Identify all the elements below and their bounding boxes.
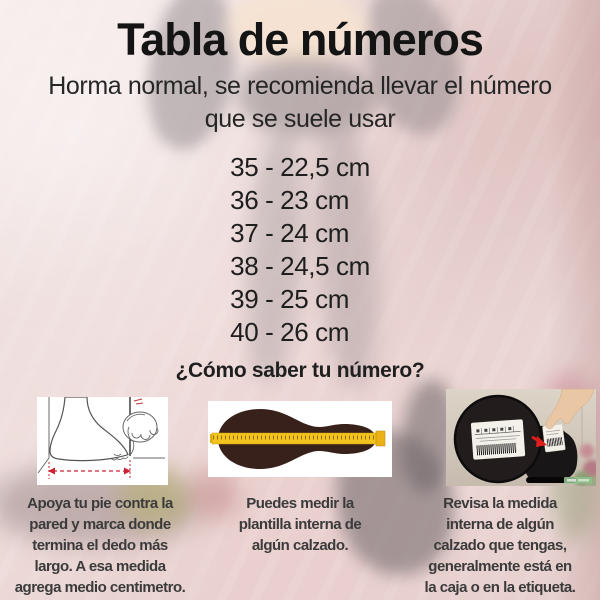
- caption-line: Apoya tu pie contra la: [27, 495, 173, 512]
- caption-line: algún calzado.: [251, 537, 349, 554]
- caption-line: plantilla interna de: [238, 516, 362, 533]
- size-row-36: 36 - 23 cm: [230, 185, 349, 215]
- tip-measure-insole: Puedes medir la plantilla interna de alg…: [200, 388, 400, 598]
- shoe-size-tag: [542, 423, 566, 453]
- tips-row: Apoya tu pie contra la pared y marca don…: [0, 388, 600, 598]
- background-blob-flower-dots: [190, 470, 240, 520]
- red-arrow: [531, 435, 547, 447]
- tip-measure-foot: Apoya tu pie contra la pared y marca don…: [0, 388, 200, 598]
- tip-caption: Apoya tu pie contra la pared y marca don…: [15, 493, 186, 598]
- subtitle-line: que se suele usar: [204, 105, 396, 133]
- caption-line: generalmente está en: [428, 558, 572, 575]
- size-list: 35 - 22,5 cm 36 - 23 cm 37 - 24 cm 38 - …: [0, 151, 600, 349]
- caption-line: interna de algún: [446, 516, 554, 533]
- size-row-37: 37 - 24 cm: [230, 218, 349, 248]
- watermark-badge: [564, 477, 592, 484]
- caption-line: agrega medio centimetro.: [14, 579, 186, 596]
- caption-line: Puedes medir la: [246, 495, 354, 512]
- tip-figure: [0, 388, 200, 488]
- foot-against-wall-illustration: [37, 397, 168, 485]
- page-title: Tabla de números: [117, 14, 484, 65]
- caption-line: la caja o en la etiqueta.: [424, 579, 576, 596]
- subtitle: Horma normal, se recomienda llevar el nú…: [0, 70, 600, 136]
- size-row-39: 39 - 25 cm: [230, 284, 349, 314]
- hand: [545, 389, 595, 429]
- caption-line: calzado que tengas,: [433, 537, 567, 554]
- tip-figure: [200, 388, 400, 488]
- shoe-label-photo: [446, 389, 596, 486]
- background-blob-torso: [228, 0, 368, 65]
- insole-tape-measure-illustration: [208, 401, 392, 477]
- tip-caption: Revisa la medida interna de algún calzad…: [425, 493, 576, 598]
- tip-figure: [400, 388, 600, 488]
- caption-line: pared y marca donde: [29, 516, 171, 533]
- caption-line: Revisa la medida: [443, 495, 557, 512]
- background-blob-shorts: [238, 58, 378, 136]
- size-list-inner: 35 - 22,5 cm 36 - 23 cm 37 - 24 cm 38 - …: [230, 151, 370, 349]
- caption-line: largo. A esa medida: [34, 558, 166, 575]
- size-row-35: 35 - 22,5 cm: [230, 152, 370, 182]
- size-row-40: 40 - 26 cm: [230, 317, 349, 347]
- background-drape-fold: [548, 0, 600, 600]
- section-heading: ¿Cómo saber tu número?: [175, 359, 425, 382]
- tip-caption: Puedes medir la plantilla interna de alg…: [239, 493, 362, 556]
- caption-line: termina el dedo más: [32, 537, 168, 554]
- magnified-label: [453, 394, 543, 484]
- tip-check-label: Revisa la medida interna de algún calzad…: [400, 388, 600, 598]
- size-row-38: 38 - 24,5 cm: [230, 251, 370, 281]
- subtitle-line: Horma normal, se recomienda llevar el nú…: [48, 72, 552, 100]
